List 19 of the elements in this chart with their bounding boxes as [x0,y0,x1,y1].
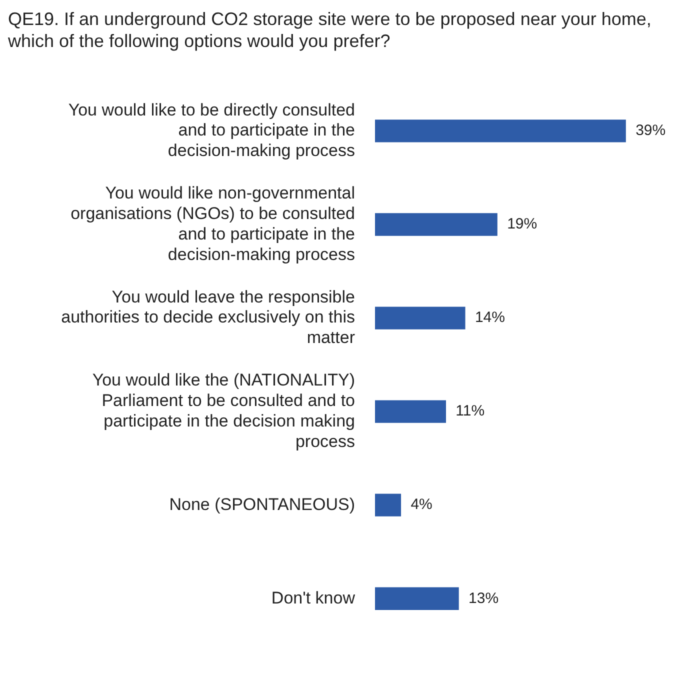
y-tick-label: You would leave the responsible authorities to decide exclusively on this matter [61,287,356,348]
bar [375,400,446,423]
bar [375,120,626,142]
bar [375,306,466,330]
bar [375,494,402,516]
chart-title: QE19. If an underground CO2 storage site were to be proposed near your home, which of the following options would you prefer? [7,8,652,53]
bar [375,213,498,236]
data-label: 4% [410,496,432,514]
data-label: 13% [468,590,499,607]
y-tick-label: You would like the (NATIONALITY) Parliament to be consulted and to participate in the decision making process [92,370,355,451]
y-tick-label: Don't know [271,588,356,608]
y-tick-label: You would like non-governmental organisations (NGOs) to be consulted and to participate in the decision-making process [70,184,355,264]
y-tick-label: You would like to be directly consulted and to participate in the decision-making process [68,100,355,160]
data-label: 11% [456,402,485,420]
y-tick-label: None (SPONTANEOUS) [169,494,355,514]
data-label: 19% [507,216,538,233]
bar [375,587,459,610]
data-label: 39% [636,122,666,140]
data-label: 14% [474,309,505,326]
